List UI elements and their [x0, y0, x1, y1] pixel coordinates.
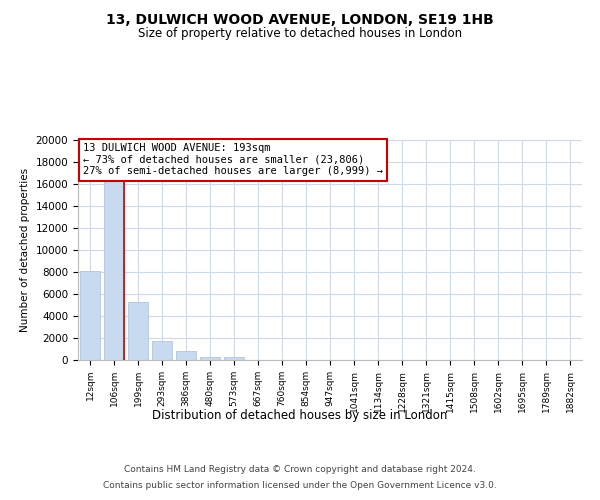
Bar — [200, 357, 220, 360]
Text: Contains HM Land Registry data © Crown copyright and database right 2024.: Contains HM Land Registry data © Crown c… — [124, 466, 476, 474]
Bar — [104, 178, 124, 360]
Text: 13, DULWICH WOOD AVENUE, LONDON, SE19 1HB: 13, DULWICH WOOD AVENUE, LONDON, SE19 1H… — [106, 12, 494, 26]
Text: Distribution of detached houses by size in London: Distribution of detached houses by size … — [152, 408, 448, 422]
Bar — [152, 341, 172, 360]
Text: 13 DULWICH WOOD AVENUE: 193sqm
← 73% of detached houses are smaller (23,806)
27%: 13 DULWICH WOOD AVENUE: 193sqm ← 73% of … — [83, 144, 383, 176]
Text: Size of property relative to detached houses in London: Size of property relative to detached ho… — [138, 28, 462, 40]
Bar — [224, 357, 244, 360]
Y-axis label: Number of detached properties: Number of detached properties — [20, 168, 30, 332]
Bar — [128, 302, 148, 360]
Bar — [176, 351, 196, 360]
Text: Contains public sector information licensed under the Open Government Licence v3: Contains public sector information licen… — [103, 480, 497, 490]
Bar — [80, 271, 100, 360]
